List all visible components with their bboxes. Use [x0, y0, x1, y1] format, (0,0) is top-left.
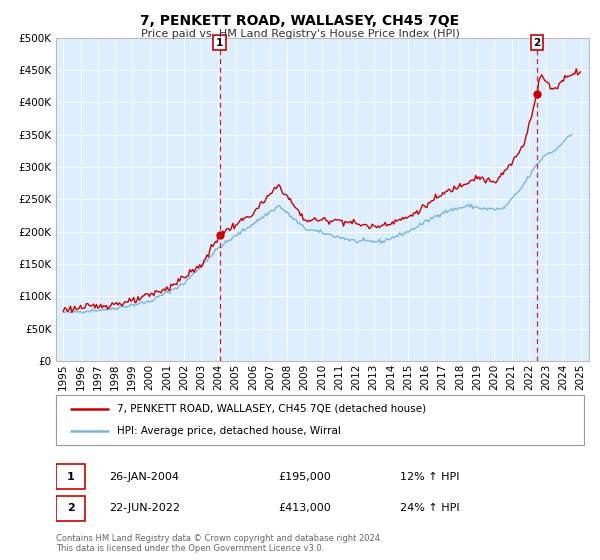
Text: Price paid vs. HM Land Registry's House Price Index (HPI): Price paid vs. HM Land Registry's House …: [140, 29, 460, 39]
Text: 1: 1: [67, 472, 75, 482]
FancyBboxPatch shape: [56, 464, 85, 489]
FancyBboxPatch shape: [56, 496, 85, 521]
Text: 24% ↑ HPI: 24% ↑ HPI: [400, 503, 459, 514]
Text: £413,000: £413,000: [278, 503, 331, 514]
Text: £195,000: £195,000: [278, 472, 331, 482]
Text: 22-JUN-2022: 22-JUN-2022: [109, 503, 180, 514]
Text: 2: 2: [67, 503, 75, 514]
Text: 26-JAN-2004: 26-JAN-2004: [109, 472, 179, 482]
FancyBboxPatch shape: [56, 395, 584, 445]
Text: 1: 1: [216, 38, 223, 48]
Text: Contains HM Land Registry data © Crown copyright and database right 2024.
This d: Contains HM Land Registry data © Crown c…: [56, 534, 383, 553]
Text: HPI: Average price, detached house, Wirral: HPI: Average price, detached house, Wirr…: [117, 426, 341, 436]
Text: 7, PENKETT ROAD, WALLASEY, CH45 7QE (detached house): 7, PENKETT ROAD, WALLASEY, CH45 7QE (det…: [117, 404, 426, 414]
Text: 2: 2: [533, 38, 541, 48]
Text: 12% ↑ HPI: 12% ↑ HPI: [400, 472, 459, 482]
Text: 7, PENKETT ROAD, WALLASEY, CH45 7QE: 7, PENKETT ROAD, WALLASEY, CH45 7QE: [140, 14, 460, 28]
